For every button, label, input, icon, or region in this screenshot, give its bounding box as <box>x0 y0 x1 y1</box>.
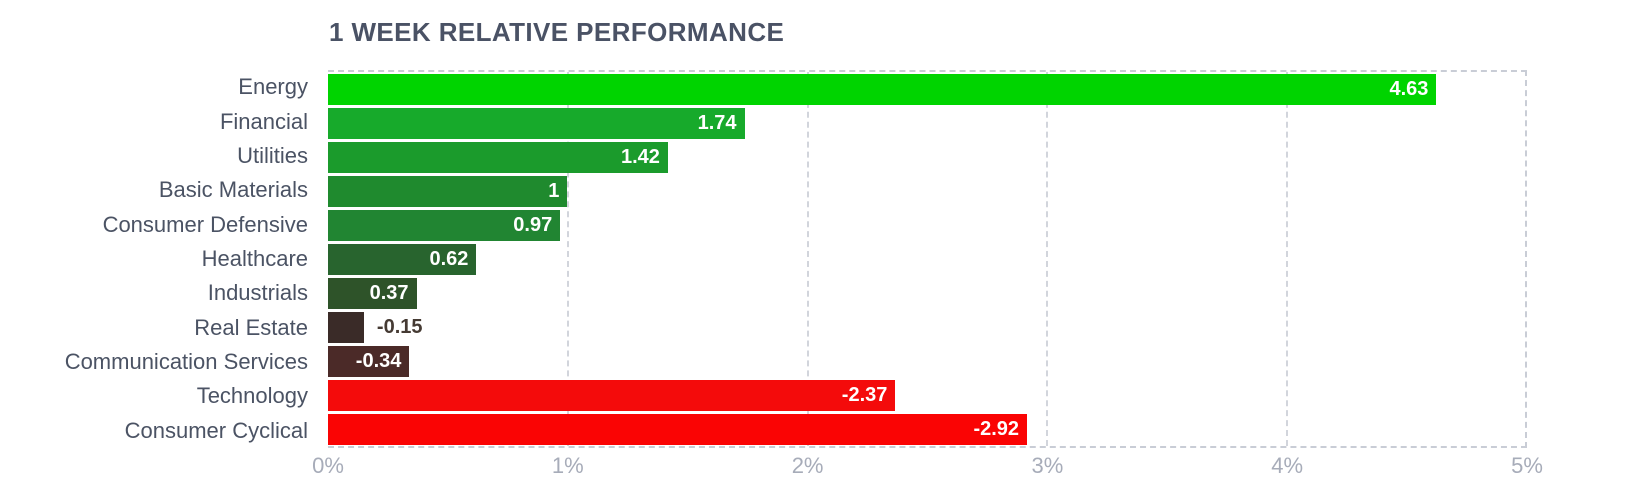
category-label: Energy <box>238 74 308 100</box>
category-label: Industrials <box>207 280 308 306</box>
bar-utilities: 1.42 <box>328 141 668 173</box>
gridline-4pct <box>1285 72 1288 446</box>
x-tick-label-0pct: 0% <box>312 453 344 478</box>
bar-industrials: 0.37 <box>328 277 417 309</box>
category-label: Financial <box>219 108 308 134</box>
category-label: Basic Materials <box>158 177 308 203</box>
x-tick-label-4pct: 4% <box>1271 453 1304 478</box>
category-axis: Energy Financial Utilities Basic Materials C… <box>0 70 308 448</box>
gridline-1pct <box>567 72 570 446</box>
bar-value-label: 1.42 <box>621 145 660 168</box>
category-label: Consumer Defensive <box>102 211 308 237</box>
plot-area: 4.63 1.74 1.42 1 0.97 0.62 0.37 -0.15 -0.34 -2.37… <box>328 70 1527 448</box>
bar-value-label: 0.37 <box>369 281 409 304</box>
bar-value-label: 4.63 <box>1389 77 1429 100</box>
bar-row: -2.37 <box>328 378 1525 412</box>
bar-row: 1.74 <box>328 106 1525 140</box>
bar-row: -0.15 <box>328 310 1525 344</box>
x-tick-label-2pct: 2% <box>791 453 824 478</box>
bar-real-estate <box>328 311 364 343</box>
bar-value-label: -0.34 <box>355 349 402 372</box>
bar-value-label: -0.15 <box>376 315 423 338</box>
x-tick-label-1pct: 1% <box>551 453 584 478</box>
category-label: Healthcare <box>201 245 308 271</box>
bar-value-label: 1 <box>548 179 560 202</box>
x-tick-label-3pct: 3% <box>1031 453 1064 478</box>
bar-healthcare: 0.62 <box>328 243 477 275</box>
chart-title: 1 WEEK RELATIVE PERFORMANCE <box>329 17 785 47</box>
bar-row: 0.97 <box>328 208 1525 242</box>
x-tick-label-5pct: 5% <box>1511 453 1543 478</box>
bar-consumer-defensive: 0.97 <box>328 209 561 241</box>
category-label: Technology <box>196 383 308 409</box>
bar-row: 4.63 <box>328 72 1525 106</box>
bar-technology: -2.37 <box>328 379 896 411</box>
bar-financial: 1.74 <box>328 107 745 139</box>
gridline-3pct <box>1046 72 1049 446</box>
bar-communication-services: -0.34 <box>328 345 410 377</box>
bar-value-label: -2.37 <box>841 383 888 406</box>
bar-row: -0.34 <box>328 344 1525 378</box>
bar-value-label: 0.97 <box>513 213 553 236</box>
bar-value-label: 1.74 <box>697 111 737 134</box>
bar-row: 1.42 <box>328 140 1525 174</box>
bar-consumer-cyclical: -2.92 <box>328 413 1028 445</box>
category-label: Real Estate <box>194 314 308 340</box>
category-label: Communication Services <box>64 349 308 375</box>
category-label: Consumer Cyclical <box>124 417 308 443</box>
category-label: Utilities <box>237 142 308 168</box>
bar-rows: 4.63 1.74 1.42 1 0.97 0.62 0.37 -0.15 -0.34 -2.37… <box>328 72 1525 446</box>
bar-row: 1 <box>328 174 1525 208</box>
gridline-2pct <box>806 72 809 446</box>
bar-row: 0.37 <box>328 276 1525 310</box>
bar-row: 0.62 <box>328 242 1525 276</box>
bar-row: -2.92 <box>328 412 1525 446</box>
bar-basic-materials: 1 <box>328 175 568 207</box>
bar-energy: 4.63 <box>328 73 1437 105</box>
x-axis-labels: 0% 1% 2% 3% 4% 5% <box>312 453 1543 485</box>
bar-value-label: -2.92 <box>973 417 1020 440</box>
bar-value-label: 0.62 <box>429 247 469 270</box>
